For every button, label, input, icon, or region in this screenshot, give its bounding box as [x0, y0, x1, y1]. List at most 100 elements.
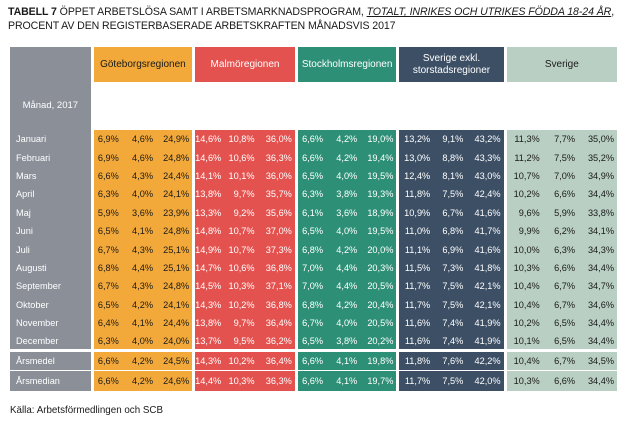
table-cell: 7,0%	[542, 166, 579, 186]
table-cell: 24,8%	[156, 277, 194, 296]
table-cell: 34,3%	[578, 240, 617, 259]
table-cell: 11,8%	[396, 349, 434, 371]
table-cell: 4,0%	[121, 185, 156, 204]
table-cell: 10,7%	[503, 166, 543, 186]
row-month-label: November	[10, 313, 93, 333]
table-cell: 34,5%	[578, 349, 617, 371]
table-cell: 11,6%	[396, 313, 434, 333]
table-row: Oktober 6,5% 4,2% 24,1% 14,3% 10,2% 36,8% 6,8% 4…	[10, 295, 617, 314]
table-number: TABELL 7	[8, 6, 57, 18]
table-cell: 34,7%	[578, 277, 617, 296]
table-cell: 37,3%	[257, 240, 297, 259]
table-cell: 10,3%	[223, 277, 258, 296]
table-cell: 10,2%	[503, 313, 543, 333]
table-cell: 6,5%	[542, 313, 579, 333]
table-cell: 42,1%	[466, 277, 506, 296]
table-cell: 42,0%	[466, 370, 506, 391]
table-cell: 6,6%	[90, 370, 122, 391]
sub-header-label: Utrikes födda	[580, 92, 601, 121]
table-cell: 41,7%	[466, 221, 506, 241]
table-cell: 20,4%	[360, 295, 398, 314]
sub-header-label: Utrikes födda	[362, 92, 383, 121]
table-cell: 37,0%	[257, 221, 297, 241]
table-cell: 14,6%	[192, 148, 224, 167]
table-cell: 6,3%	[90, 185, 122, 204]
table-cell: 6,5%	[542, 332, 579, 351]
table-cell: 13,2%	[396, 130, 434, 149]
row-month-label: Årsmedian	[10, 370, 93, 391]
row-month-label: Januari	[10, 130, 93, 149]
table-cell: 12,4%	[396, 166, 434, 186]
table-cell: 19,0%	[360, 130, 398, 149]
table-cell: 6,8%	[433, 221, 467, 241]
table-cell: 25,1%	[156, 258, 194, 278]
table-cell: 41,9%	[466, 313, 506, 333]
table-cell: 9,6%	[503, 203, 543, 222]
table-cell: 10,1%	[503, 332, 543, 351]
table-cell: 41,6%	[466, 203, 506, 222]
table-cell: 14,6%	[192, 130, 224, 149]
table-row: Maj 5,9% 3,6% 23,9% 13,3% 9,2% 35,6% 6,1% 3,6% 18…	[10, 203, 617, 222]
sub-header-label: Utrikes födda	[158, 92, 178, 121]
table-cell: 4,2%	[326, 148, 361, 167]
sub-header-label: Utrikes födda	[259, 92, 280, 121]
table-cell: 9,5%	[223, 332, 258, 351]
table-cell: 6,6%	[542, 370, 579, 391]
sub-header-sverige-exkl-utrikes: Utrikes födda	[466, 82, 505, 130]
sub-header-malmo-utrikes: Utrikes födda	[258, 82, 297, 130]
row-month-label: Årsmedel	[10, 349, 93, 371]
table-cell: 41,8%	[466, 258, 506, 278]
table-cell: 14,4%	[192, 370, 224, 391]
sub-header-sverige-exkl-inrikes: Inrikes födda	[433, 82, 466, 130]
row-month-label: Juli	[10, 240, 93, 259]
table-cell: 10,4%	[503, 349, 543, 371]
table-cell: 4,1%	[121, 221, 156, 241]
sub-header-sverige-totalt: Totalt	[503, 82, 543, 130]
table-cell: 7,6%	[433, 349, 467, 371]
table-row: September 6,7% 4,3% 24,8% 14,5% 10,3% 37,1% 7,0…	[10, 277, 617, 296]
table-cell: 10,4%	[503, 295, 543, 314]
table-cell: 6,2%	[542, 221, 579, 241]
table-cell: 10,7%	[223, 240, 258, 259]
table-cell: 10,3%	[503, 370, 543, 391]
table-cell: 4,0%	[326, 313, 361, 333]
row-month-label: December	[10, 332, 93, 351]
table-cell: 11,5%	[396, 258, 434, 278]
table-cell: 4,6%	[121, 130, 156, 149]
table-cell: 7,5%	[433, 370, 467, 391]
table-cell: 6,1%	[294, 203, 327, 222]
table-cell: 6,7%	[542, 349, 579, 371]
source-note: Källa: Arbetsförmedlingen och SCB	[10, 405, 164, 416]
table-cell: 8,8%	[433, 148, 467, 167]
table-cell: 25,1%	[156, 240, 194, 259]
table-cell: 24,0%	[156, 332, 194, 351]
table-cell: 36,3%	[257, 148, 297, 167]
table-cell: 11,6%	[396, 332, 434, 351]
table-cell: 7,3%	[433, 258, 467, 278]
table-cell: 9,2%	[223, 203, 258, 222]
table-cell: 4,2%	[326, 130, 361, 149]
table-cell: 36,3%	[257, 370, 297, 391]
sub-header-goteborg-inrikes: Inrikes födda	[122, 82, 156, 130]
table-cell: 7,5%	[433, 277, 467, 296]
table-cell: 6,6%	[542, 258, 579, 278]
table-cell: 6,6%	[90, 166, 122, 186]
table-cell: 36,2%	[257, 332, 297, 351]
table-cell: 6,6%	[294, 130, 327, 149]
table-cell: 36,4%	[257, 349, 297, 371]
table-cell: 7,7%	[542, 130, 579, 149]
table-row: Årsmedian 6,6% 4,2% 24,6% 14,4% 10,3% 36,3% 6,6…	[10, 370, 617, 391]
table-cell: 42,2%	[466, 349, 506, 371]
sub-header-label: Totalt	[202, 95, 213, 117]
sub-header-stockholm-inrikes: Inrikes födda	[326, 82, 360, 130]
table-cell: 4,4%	[326, 277, 361, 296]
table-cell: 10,0%	[503, 240, 543, 259]
table-cell: 6,7%	[90, 240, 122, 259]
table-cell: 13,8%	[192, 185, 224, 204]
row-month-label: Februari	[10, 148, 93, 167]
table-cell: 4,4%	[121, 258, 156, 278]
row-month-label: Juni	[10, 221, 93, 241]
table-cell: 10,3%	[503, 258, 543, 278]
sub-header-label: Inrikes födda	[544, 92, 565, 120]
row-month-label: April	[10, 185, 93, 204]
